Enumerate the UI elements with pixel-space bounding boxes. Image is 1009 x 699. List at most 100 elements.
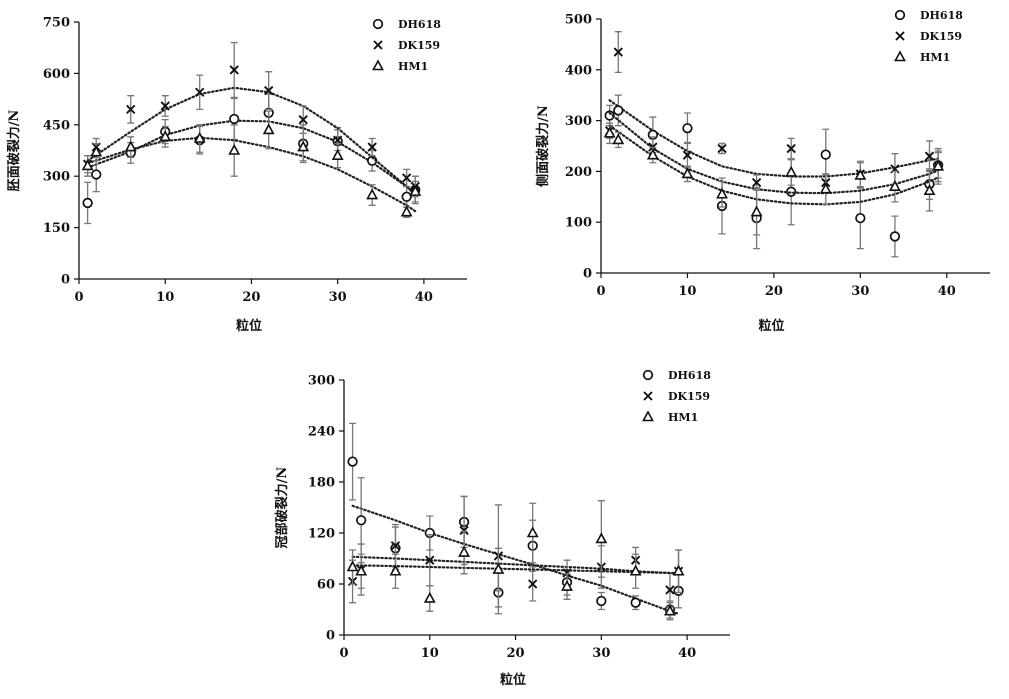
legend-marker (895, 31, 905, 41)
legend-marker (642, 369, 654, 381)
data-point (347, 456, 358, 467)
y-tick-label: 100 (565, 216, 592, 231)
y-tick-label: 60 (317, 578, 335, 593)
data-point (682, 123, 693, 134)
data-point (888, 179, 901, 191)
y-tick-label: 450 (43, 118, 70, 133)
data-point (459, 525, 469, 536)
x-axis-title: 粒位 (758, 318, 784, 334)
data-point (355, 564, 368, 576)
data-point (819, 182, 832, 194)
x-tick-label: 10 (421, 646, 439, 661)
legend-label: DH618 (920, 9, 963, 22)
data-point (390, 541, 401, 551)
y-tick-label: 750 (43, 16, 70, 31)
data-point (126, 104, 136, 115)
data-point (595, 532, 608, 544)
y-tick-label: 0 (326, 629, 335, 644)
y-tick-label: 600 (43, 67, 70, 82)
data-point (262, 123, 275, 135)
legend-marker (373, 40, 383, 50)
data-point (672, 564, 685, 576)
legend-label: HM1 (398, 60, 428, 73)
data-point (401, 191, 412, 202)
data-point (367, 142, 377, 152)
data-point (195, 87, 205, 97)
legend-marker (894, 9, 906, 21)
data-point (786, 143, 796, 154)
data-point (785, 165, 798, 177)
trend-line (351, 564, 680, 575)
data-point (401, 173, 412, 183)
data-point (82, 197, 93, 209)
legend-marker (372, 59, 384, 71)
data-point (297, 140, 310, 152)
data-point (665, 585, 675, 595)
data-point (331, 148, 344, 160)
data-point (596, 595, 607, 607)
x-tick-label: 20 (242, 290, 260, 305)
trend-line (86, 119, 417, 195)
x-tick-label: 0 (339, 646, 348, 661)
x-tick-label: 20 (507, 646, 525, 661)
trend-line (86, 136, 417, 213)
x-tick-label: 0 (596, 284, 605, 299)
x-tick-label: 30 (851, 284, 869, 299)
data-point (159, 130, 172, 142)
data-point (492, 562, 505, 574)
y-tick-label: 240 (308, 425, 335, 440)
data-point (409, 184, 422, 196)
data-point (889, 231, 901, 242)
series-HM1 (603, 122, 945, 236)
y-axis-title: 胚面破裂力/N (6, 110, 22, 192)
trend-line (86, 86, 417, 197)
legend: DH618 DK159 HM1 (372, 18, 441, 73)
series-DK159 (604, 31, 943, 195)
series-HM1 (81, 110, 422, 218)
legend-marker (643, 391, 653, 401)
legend-marker (372, 18, 384, 30)
legend-label: HM1 (668, 411, 698, 424)
data-point (90, 145, 103, 157)
y-tick-label: 400 (565, 63, 592, 78)
x-tick-label: 0 (74, 290, 83, 305)
data-point (716, 187, 728, 199)
data-point (613, 47, 623, 57)
data-point (229, 65, 239, 75)
legend-marker (642, 410, 654, 422)
y-tick-label: 0 (61, 273, 70, 288)
data-point (646, 148, 659, 160)
legend-label: DK159 (398, 39, 440, 52)
x-tick-label: 30 (329, 290, 347, 305)
data-point (751, 177, 762, 188)
x-tick-label: 40 (678, 646, 696, 661)
data-point (630, 597, 641, 608)
x-tick-label: 10 (678, 284, 696, 299)
data-point (400, 205, 413, 217)
y-tick-label: 180 (308, 476, 335, 491)
data-point (629, 564, 642, 576)
data-point (458, 545, 471, 557)
data-point (528, 579, 538, 589)
legend-label: DK159 (920, 30, 962, 43)
y-axis-title: 冠部破裂力/N (274, 467, 290, 549)
data-point (264, 85, 274, 96)
data-point (750, 205, 763, 217)
y-tick-label: 300 (565, 114, 592, 129)
legend-label: HM1 (920, 51, 950, 64)
y-tick-label: 150 (43, 221, 70, 236)
data-point (228, 143, 241, 155)
y-tick-label: 120 (308, 527, 335, 542)
trend-line (608, 111, 940, 195)
series-HM1 (346, 500, 685, 621)
legend-label: DH618 (668, 369, 711, 382)
data-point (425, 555, 435, 565)
data-point (81, 159, 94, 171)
data-point (923, 184, 936, 196)
y-tick-label: 200 (565, 165, 592, 180)
data-point (820, 149, 831, 160)
data-point (356, 515, 367, 526)
y-tick-label: 0 (583, 267, 592, 282)
